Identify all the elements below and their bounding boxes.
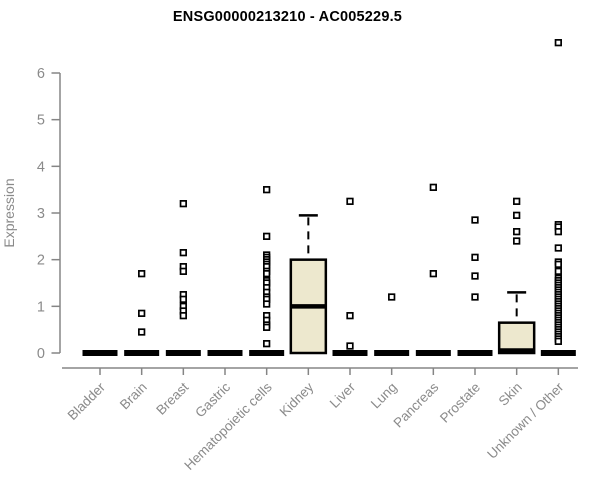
y-axis-label: Expression xyxy=(1,178,17,247)
y-tick-label: 6 xyxy=(37,66,45,82)
outlier-point xyxy=(138,270,146,278)
collapsed-box xyxy=(415,350,451,356)
box xyxy=(497,321,536,355)
y-tick-label: 2 xyxy=(37,253,45,269)
outlier-point xyxy=(346,312,354,320)
outlier-point xyxy=(179,312,187,320)
outlier-point xyxy=(554,267,562,275)
outlier-point xyxy=(263,232,271,240)
outlier-point xyxy=(346,342,354,350)
outlier-point xyxy=(429,270,437,278)
x-tick-label: Gastric xyxy=(192,379,233,420)
outlier-point xyxy=(471,293,479,301)
y-tick-label: 4 xyxy=(37,159,45,175)
outlier-point xyxy=(388,293,396,301)
outlier-point xyxy=(554,39,562,47)
outlier-point xyxy=(263,340,271,348)
outlier-point xyxy=(263,270,271,278)
collapsed-box xyxy=(82,350,118,356)
outlier-point xyxy=(429,183,437,191)
outlier-point xyxy=(179,200,187,208)
y-tick-label: 0 xyxy=(37,346,45,362)
x-tick-label: Skin xyxy=(496,380,525,409)
outlier-point xyxy=(179,249,187,257)
x-tick-label: Brain xyxy=(117,380,150,413)
outlier-point xyxy=(513,197,521,205)
y-tick-label: 3 xyxy=(37,206,45,222)
x-tick-label: Kidney xyxy=(277,379,317,419)
outlier-point xyxy=(554,260,562,268)
outlier-point xyxy=(179,295,187,303)
y-tick-label: 1 xyxy=(37,299,45,315)
collapsed-box xyxy=(457,350,493,356)
collapsed-box xyxy=(207,350,243,356)
collapsed-box xyxy=(124,350,160,356)
x-tick-label: Lung xyxy=(368,380,400,412)
x-tick-label: Breast xyxy=(153,379,191,417)
outlier-point xyxy=(138,309,146,317)
collapsed-box xyxy=(332,350,368,356)
outlier-point xyxy=(263,323,271,331)
x-tick-label: Unknown / Other xyxy=(484,379,567,462)
x-tick-label: Pancreas xyxy=(391,379,442,430)
outlier-point xyxy=(179,267,187,275)
collapsed-box xyxy=(249,350,285,356)
outlier-point xyxy=(263,300,271,308)
outlier-point xyxy=(554,228,562,236)
outlier-point xyxy=(471,216,479,224)
outlier-point xyxy=(471,253,479,261)
collapsed-box xyxy=(374,350,410,356)
y-tick-label: 5 xyxy=(37,113,45,129)
outlier-point xyxy=(513,211,521,219)
x-tick-label: Liver xyxy=(327,379,359,411)
outlier-point xyxy=(263,186,271,194)
outlier-point xyxy=(554,244,562,252)
collapsed-box xyxy=(165,350,201,356)
x-tick-label: Prostate xyxy=(437,380,483,426)
x-tick-label: Bladder xyxy=(65,379,109,423)
outlier-point xyxy=(471,272,479,280)
outlier-point xyxy=(346,197,354,205)
chart-title: ENSG00000213210 - AC005229.5 xyxy=(172,9,403,25)
outlier-point xyxy=(554,337,562,345)
outlier-point xyxy=(513,228,521,236)
outlier-point xyxy=(513,237,521,245)
outlier-point xyxy=(138,328,146,336)
collapsed-box xyxy=(540,350,576,356)
